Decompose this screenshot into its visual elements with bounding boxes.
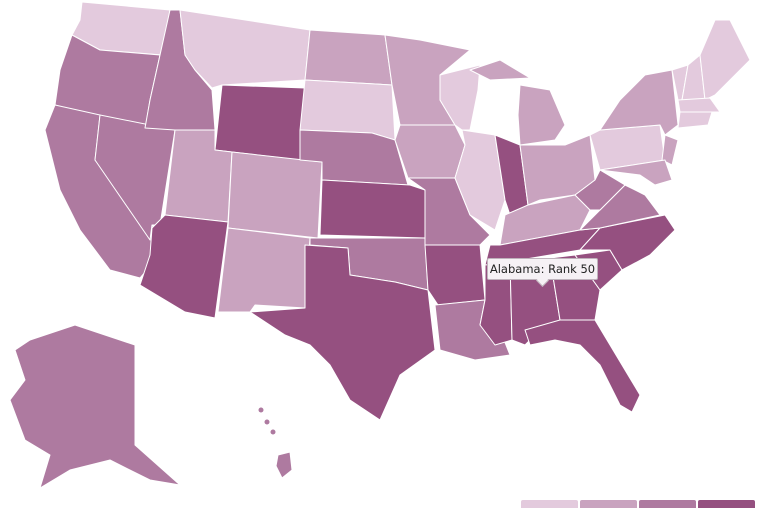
state-tooltip: Alabama: Rank 50 bbox=[487, 258, 598, 280]
state-alaska[interactable] bbox=[9, 324, 181, 489]
state-massachusetts[interactable] bbox=[677, 97, 721, 113]
state-michigan-upper[interactable] bbox=[469, 59, 531, 81]
hawaii-island[interactable] bbox=[258, 407, 264, 413]
state-maryland[interactable] bbox=[599, 159, 673, 186]
state-maine[interactable] bbox=[699, 19, 751, 101]
color-legend bbox=[521, 500, 755, 508]
state-florida[interactable] bbox=[524, 319, 641, 413]
state-wyoming[interactable] bbox=[214, 84, 306, 161]
state-pennsylvania[interactable] bbox=[589, 124, 666, 171]
hawaii-island[interactable] bbox=[264, 419, 270, 425]
state-kansas[interactable] bbox=[319, 179, 426, 239]
state-new-york[interactable] bbox=[599, 69, 679, 136]
state-hawaii[interactable] bbox=[275, 451, 293, 479]
state-west-virginia[interactable] bbox=[574, 169, 626, 211]
state-north-dakota[interactable] bbox=[304, 29, 393, 86]
state-michigan[interactable] bbox=[517, 84, 566, 146]
legend-swatch-4 bbox=[698, 500, 755, 508]
state-new-jersey[interactable] bbox=[661, 134, 679, 166]
state-texas[interactable] bbox=[249, 244, 436, 421]
state-arizona[interactable] bbox=[139, 214, 229, 319]
state-new-mexico[interactable] bbox=[217, 227, 311, 313]
legend-swatch-3 bbox=[639, 500, 696, 508]
state-connecticut[interactable] bbox=[677, 111, 713, 129]
legend-swatch-1 bbox=[521, 500, 578, 508]
hawaii-island[interactable] bbox=[270, 429, 276, 435]
state-colorado[interactable] bbox=[227, 151, 323, 239]
legend-swatch-2 bbox=[580, 500, 637, 508]
state-arkansas[interactable] bbox=[424, 244, 486, 306]
tooltip-text: Alabama: Rank 50 bbox=[489, 262, 596, 276]
state-iowa[interactable] bbox=[394, 124, 466, 179]
